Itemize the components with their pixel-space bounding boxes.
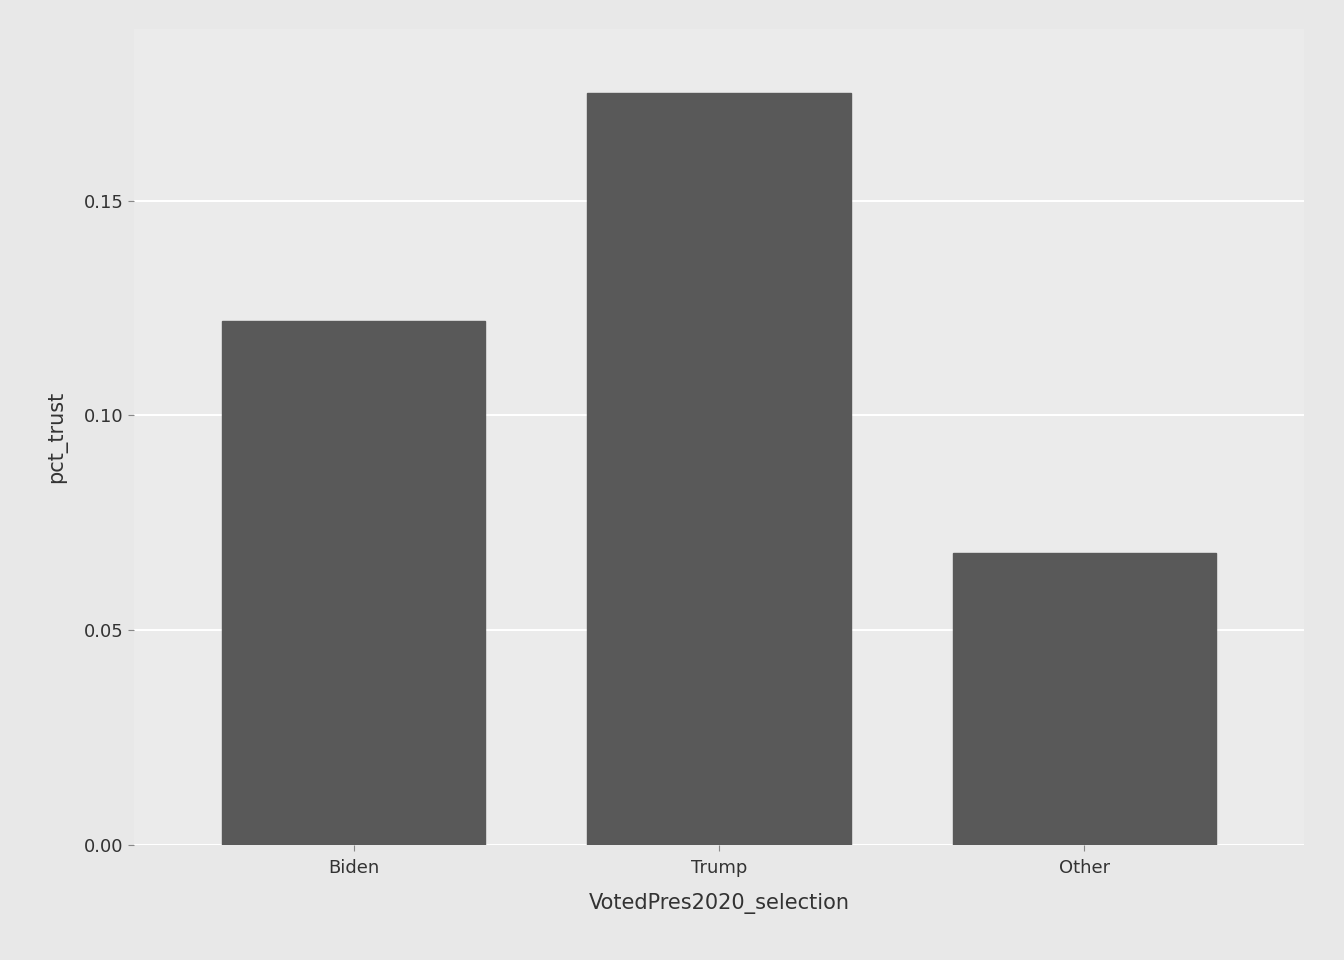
X-axis label: VotedPres2020_selection: VotedPres2020_selection: [589, 894, 849, 914]
Bar: [222, 321, 485, 845]
Bar: [953, 553, 1216, 845]
Y-axis label: pct_trust: pct_trust: [47, 391, 67, 483]
Bar: [587, 93, 851, 845]
